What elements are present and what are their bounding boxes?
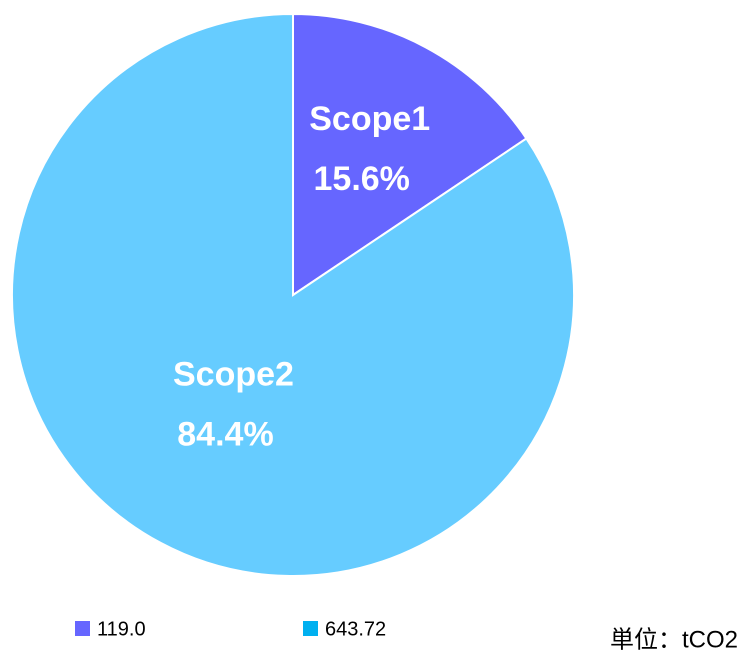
legend-label: 119.0 (97, 618, 146, 640)
slice-category-label: Scope2 (173, 356, 294, 394)
unit-label: 単位：tCO2 (610, 626, 738, 653)
legend-label: 643.72 (325, 618, 386, 640)
legend-swatch (303, 621, 318, 636)
slice-value-label: 84.4% (177, 416, 273, 454)
slice-value-label: 15.6% (314, 160, 410, 198)
slice-category-label: Scope1 (309, 100, 430, 138)
legend-swatch (75, 621, 90, 636)
pie-slice (292, 12, 528, 297)
pie-slice (11, 12, 575, 577)
